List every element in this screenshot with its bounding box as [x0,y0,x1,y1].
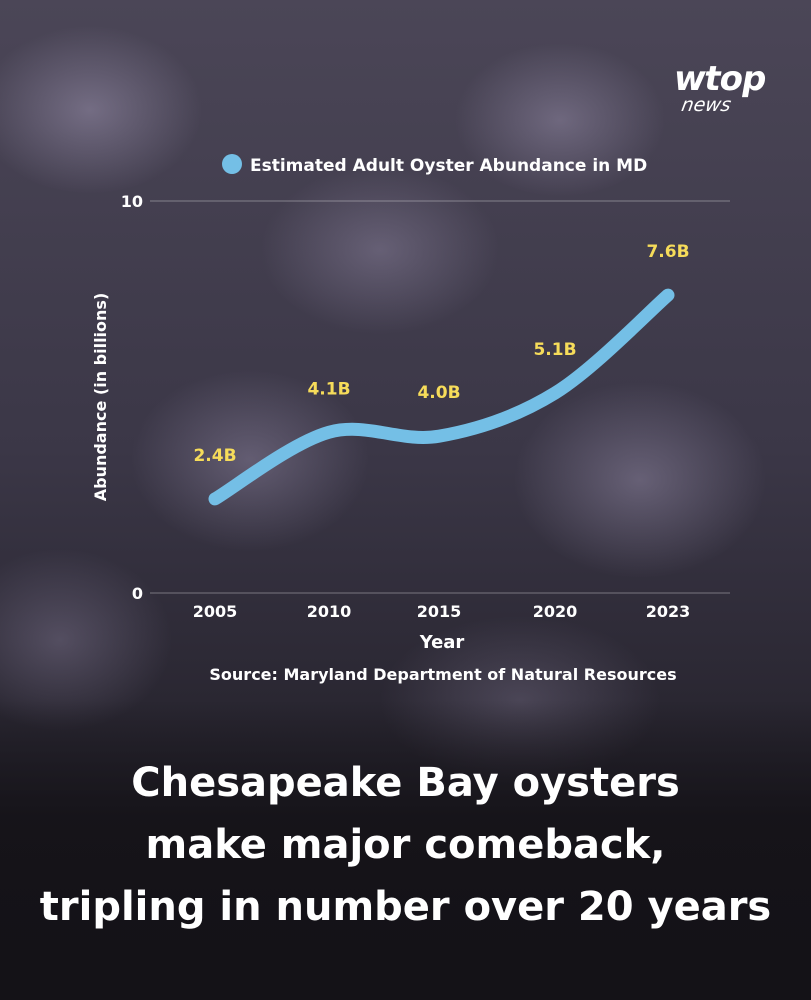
headline-line-3: tripling in number over 20 years [39,884,772,930]
headline-line-1: Chesapeake Bay oysters [131,760,680,806]
y-tick-labels: 0 10 [121,192,143,603]
y-axis-label: Abundance (in billions) [91,293,110,502]
data-label: 4.1B [307,379,350,399]
data-labels: 2.4B 4.1B 4.0B 5.1B 7.6B [193,242,689,466]
x-tick-label: 2023 [646,602,691,621]
x-tick-labels: 2005 2010 2015 2020 2023 [193,602,691,621]
x-axis-label: Year [419,632,465,653]
data-label: 5.1B [533,340,576,360]
bottom-gradient [0,700,811,1000]
gridlines [150,200,730,594]
x-tick-label: 2020 [533,602,578,621]
data-label: 2.4B [193,446,236,466]
data-label: 7.6B [646,242,689,262]
x-tick-label: 2005 [193,602,238,621]
headline-line-2: make major comeback, [145,822,666,868]
x-tick-label: 2015 [417,602,462,621]
legend-label: Estimated Adult Oyster Abundance in MD [250,156,647,176]
y-tick-label: 0 [132,584,143,603]
y-tick-label: 10 [121,192,143,211]
data-label: 4.0B [417,383,460,403]
legend-marker [222,154,242,174]
series-line-oyster-abundance [208,288,675,506]
chart-source: Source: Maryland Department of Natural R… [209,665,676,684]
oyster-abundance-chart: Estimated Adult Oyster Abundance in MD A… [91,154,730,684]
headline: Chesapeake Bay oysters make major comeba… [0,752,811,938]
x-tick-label: 2010 [307,602,352,621]
